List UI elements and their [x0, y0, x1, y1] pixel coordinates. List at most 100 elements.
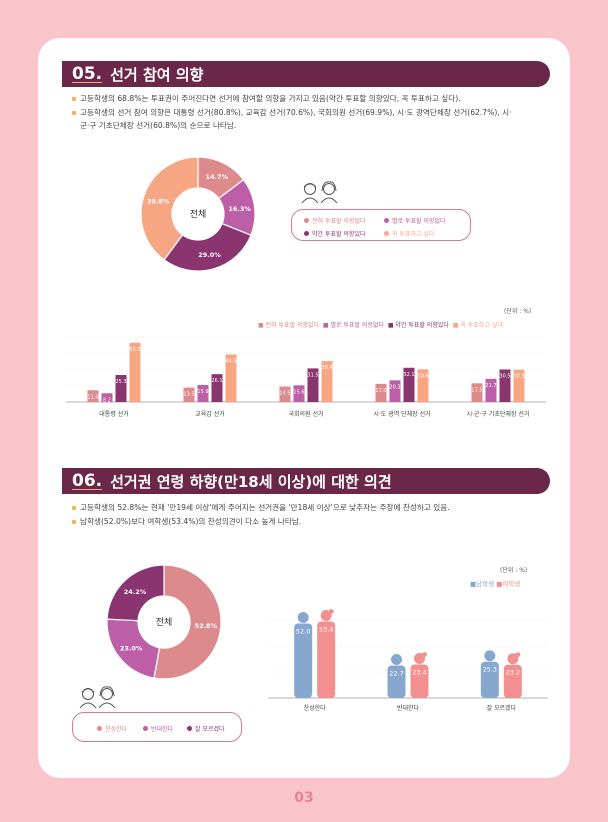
bar-legend-05: ■ 전혀 투표할 의향없다 ■ 별로 투표할 의향없다 ■ 약간 투표할 의향있…	[258, 320, 503, 329]
donut-chart-vote-intention: 전체 14.7% 16.3% 29.0% 39.8%	[140, 156, 256, 272]
donut-slice	[140, 156, 199, 261]
legend-item: ■ 약간 투표할 의향있다	[387, 322, 449, 329]
bar-value-label: 44.5	[225, 359, 236, 365]
gender-legend: ■남학생 ■여학생	[470, 578, 520, 588]
bar-value-label: 20.3	[389, 384, 400, 390]
legend-item: ■남학생	[470, 580, 495, 588]
category-label: 잘 모르겠다	[487, 704, 517, 712]
section-05-bullet-3: 군·구 기초단체장 선거(60.8%)의 순으로 나타남.	[80, 121, 237, 130]
bullet-icon	[72, 97, 76, 101]
bullet-icon	[72, 111, 76, 115]
donut-slice	[163, 222, 252, 272]
bar	[417, 369, 429, 402]
chart-unit-05: (단위 : %)	[504, 308, 532, 315]
donut-center-label: 전체	[190, 209, 207, 220]
legend-item: 반대한다	[143, 724, 173, 733]
bar	[321, 361, 333, 402]
bar-chart-voting-age-gender: 52.0 53.4 찬성한다 22.7 23.4 반대한다 25.3 23.2 잘 모르겠다	[268, 608, 548, 712]
section-06-header: 06. 선거권 연령 하향(만18세 이상)에 대한 의견	[62, 468, 550, 494]
bar-value-label: 38.4	[321, 365, 332, 371]
bar-value-label: 11.0	[87, 394, 98, 400]
page-number: 03	[294, 790, 314, 806]
female-figure-bar	[410, 651, 429, 698]
bar	[471, 383, 483, 402]
bar	[485, 378, 497, 402]
female-figure-bar	[317, 608, 336, 698]
section-06-title: 선거권 연령 하향(만18세 이상)에 대한 의견	[110, 472, 392, 491]
legend-dot-icon	[384, 231, 389, 236]
male-figure-bar	[387, 653, 406, 698]
male-figure-bar	[294, 611, 313, 698]
bar-value-label: 30.6	[417, 373, 428, 379]
legend-item: 찬성한다	[97, 724, 127, 733]
donut-slice-label: 14.7%	[205, 173, 228, 181]
legend-dot-icon	[304, 218, 309, 223]
legend-item: ■ 꼭 투표하고 싶다	[452, 322, 503, 329]
legend-item: 약간 투표할 의향있다	[304, 229, 366, 238]
bar	[403, 367, 415, 402]
legend-item: ■ 전혀 투표할 의향없다	[258, 322, 320, 329]
donut-slice-label: 29.0%	[198, 251, 221, 259]
bar	[279, 386, 291, 402]
bar-chart-vote-intention: 11.0 8.2 25.3 55.5 대통령 선거 13.5 15.926.1 44.5 교육감…	[66, 337, 546, 418]
donut-slice-label: 52.8%	[195, 622, 218, 630]
bar-value-label: 13.5	[183, 392, 194, 398]
bar-value-label: 23.2	[506, 669, 520, 677]
section-05-bullet-1: 고등학생의 68.8%는 투표권이 주어진다면 선거에 참여할 의향을 가지고 …	[72, 93, 552, 105]
bar	[87, 390, 99, 402]
legend-dot-icon	[304, 231, 309, 236]
donut-chart-voting-age: 전체 52.8% 23.0% 24.2%	[106, 564, 222, 680]
bar	[499, 369, 511, 402]
bar-value-label: 52.0	[296, 627, 310, 635]
students-icon	[79, 686, 116, 708]
section-05-title: 선거 참여 의향	[110, 65, 204, 84]
bar-value-label: 21.7	[485, 383, 496, 389]
bar-value-label: 15.9	[197, 389, 208, 395]
donut-legend-05: 전혀 투표할 의향없다 별로 투표할 의향없다 약간 투표할 의향있다 꼭 투표…	[291, 209, 471, 241]
bar-value-label: 15.6	[293, 389, 304, 395]
donut-slice	[106, 618, 161, 679]
section-06-number: 06.	[72, 471, 103, 491]
bar-value-label: 30.5	[499, 373, 510, 379]
legend-item: 잘 모르겠다	[187, 724, 225, 733]
bar	[197, 385, 209, 402]
legend-item: ■여학생	[496, 580, 521, 588]
bar-value-label: 32.1	[403, 372, 414, 378]
donut-slice	[153, 564, 222, 680]
bar	[293, 385, 305, 402]
legend-item: 별로 투표할 의향없다	[384, 216, 446, 225]
donut-slice-label: 39.8%	[147, 197, 170, 205]
section-05-number: 05.	[72, 64, 103, 84]
bullet-icon	[72, 520, 76, 524]
donut-legend-06: 찬성한다 반대한다 잘 모르겠다	[72, 712, 242, 742]
bar	[225, 354, 237, 402]
bar-value-label: 22.7	[389, 669, 403, 677]
section-05-bullet-2: 고등학생의 선거 참여 의향은 대통령 선거(80.8%), 교육감 선거(70…	[72, 107, 558, 119]
section-06-bullet-1: 고등학생의 52.8%는 현재 '만19세 이상'에게 주어지는 선거권을 '만…	[72, 502, 552, 514]
legend-dot-icon	[384, 218, 389, 223]
donut-slice-label: 16.3%	[228, 205, 251, 213]
bar	[389, 380, 401, 402]
category-label: 국회의원 선거	[288, 410, 323, 418]
male-figure-bar	[480, 650, 499, 698]
bar	[307, 368, 319, 402]
bar	[101, 393, 113, 402]
bar-value-label: 17.0	[375, 388, 386, 394]
bar-value-label: 53.4	[319, 625, 333, 633]
donut-slice	[106, 564, 165, 622]
category-label: 시·도 광역 단체장 선거	[373, 410, 430, 418]
students-icon	[301, 181, 338, 203]
bar-value-label: 14.5	[279, 391, 290, 397]
legend-dot-icon	[97, 726, 102, 731]
legend-dot-icon	[143, 726, 148, 731]
bar	[183, 387, 195, 402]
bullet-icon	[72, 506, 76, 510]
bar	[375, 383, 387, 402]
bar-value-label: 55.5	[129, 347, 140, 353]
bar	[129, 342, 141, 402]
female-figure-bar	[503, 652, 522, 698]
category-label: 반대한다	[397, 704, 420, 712]
bar	[115, 375, 127, 402]
bar-value-label: 26.1	[211, 378, 222, 384]
donut-slice-label: 23.0%	[120, 645, 143, 653]
